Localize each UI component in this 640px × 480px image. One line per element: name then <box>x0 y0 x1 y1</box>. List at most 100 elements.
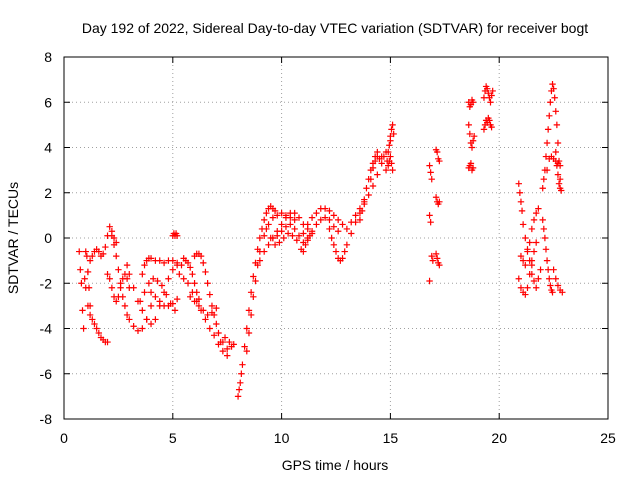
data-point <box>428 175 435 183</box>
data-point <box>150 275 157 282</box>
data-point <box>202 268 209 276</box>
data-point <box>91 320 98 328</box>
data-point <box>263 225 270 233</box>
data-point <box>278 221 285 228</box>
data-point <box>117 284 124 291</box>
series-s5 <box>104 271 133 305</box>
series-s36 <box>465 96 477 110</box>
series-s3 <box>84 223 120 276</box>
y-tick-label: -6 <box>40 366 53 382</box>
data-point <box>519 221 527 228</box>
data-point <box>234 393 242 400</box>
data-point <box>385 162 392 169</box>
y-tick-label: -2 <box>40 275 53 291</box>
series-s33 <box>432 146 443 165</box>
data-point <box>250 293 257 301</box>
data-point <box>208 302 216 310</box>
data-point <box>369 182 377 190</box>
data-point <box>169 300 176 307</box>
data-point <box>113 298 120 305</box>
data-point <box>147 320 155 328</box>
data-point <box>200 307 207 314</box>
data-point <box>136 298 144 305</box>
data-point <box>432 250 440 258</box>
series-s47 <box>539 80 564 192</box>
data-point <box>276 239 283 246</box>
data-point <box>291 209 298 217</box>
data-point <box>542 246 550 253</box>
data-point <box>173 232 181 239</box>
data-point <box>152 293 159 301</box>
data-point <box>348 218 355 226</box>
data-point <box>387 153 394 160</box>
series-s22 <box>300 205 346 237</box>
series-s6 <box>123 261 181 328</box>
data-point <box>387 132 394 140</box>
data-point <box>558 187 565 194</box>
data-point <box>380 153 388 160</box>
data-point <box>328 234 335 242</box>
data-point <box>206 325 213 332</box>
data-point <box>163 291 170 298</box>
series-s11 <box>176 255 203 303</box>
data-point <box>106 275 113 282</box>
data-point <box>108 284 116 291</box>
data-point <box>547 99 554 106</box>
data-point <box>267 234 274 242</box>
data-point <box>517 252 525 260</box>
data-point <box>280 234 287 242</box>
data-point <box>282 214 290 221</box>
data-point <box>235 386 243 393</box>
data-point <box>326 216 333 224</box>
data-point <box>465 121 472 129</box>
data-point <box>530 277 538 285</box>
data-point <box>134 327 142 334</box>
data-point <box>289 232 296 239</box>
data-point <box>537 266 544 273</box>
x-tick-labels: 0 5 10 15 20 25 <box>60 430 616 446</box>
data-point <box>522 234 529 242</box>
data-point <box>139 271 146 278</box>
data-point <box>304 237 311 244</box>
series-s27 <box>367 153 388 183</box>
x-tick-label: 20 <box>491 430 507 446</box>
data-point <box>169 257 176 264</box>
data-point <box>202 316 209 323</box>
data-point <box>551 94 558 101</box>
series-s2 <box>82 284 111 346</box>
data-point <box>428 252 435 260</box>
data-point <box>552 275 559 282</box>
data-point <box>260 232 268 239</box>
series-s17 <box>243 209 298 355</box>
data-point <box>517 284 525 291</box>
data-point <box>176 271 183 278</box>
data-point <box>141 289 148 296</box>
data-point <box>79 307 86 314</box>
data-point <box>237 379 244 386</box>
data-point <box>221 334 229 341</box>
data-point <box>555 180 563 187</box>
data-point <box>466 130 474 138</box>
series-s31 <box>426 212 437 264</box>
data-point <box>93 325 100 332</box>
x-tick-label: 0 <box>60 430 68 446</box>
data-point <box>291 225 298 233</box>
data-point <box>378 160 385 167</box>
data-point <box>549 80 556 88</box>
data-point <box>308 214 316 221</box>
data-point <box>86 311 94 319</box>
data-point <box>243 347 250 355</box>
data-point <box>300 248 307 255</box>
data-point <box>78 280 85 287</box>
data-point <box>535 275 542 282</box>
data-point <box>339 221 346 228</box>
data-point <box>436 157 443 165</box>
data-point <box>269 214 277 221</box>
data-point <box>121 302 129 310</box>
data-point <box>154 277 161 285</box>
data-point <box>367 175 375 183</box>
data-point <box>241 343 248 350</box>
data-point <box>245 329 253 337</box>
x-tick-label: 25 <box>600 430 616 446</box>
